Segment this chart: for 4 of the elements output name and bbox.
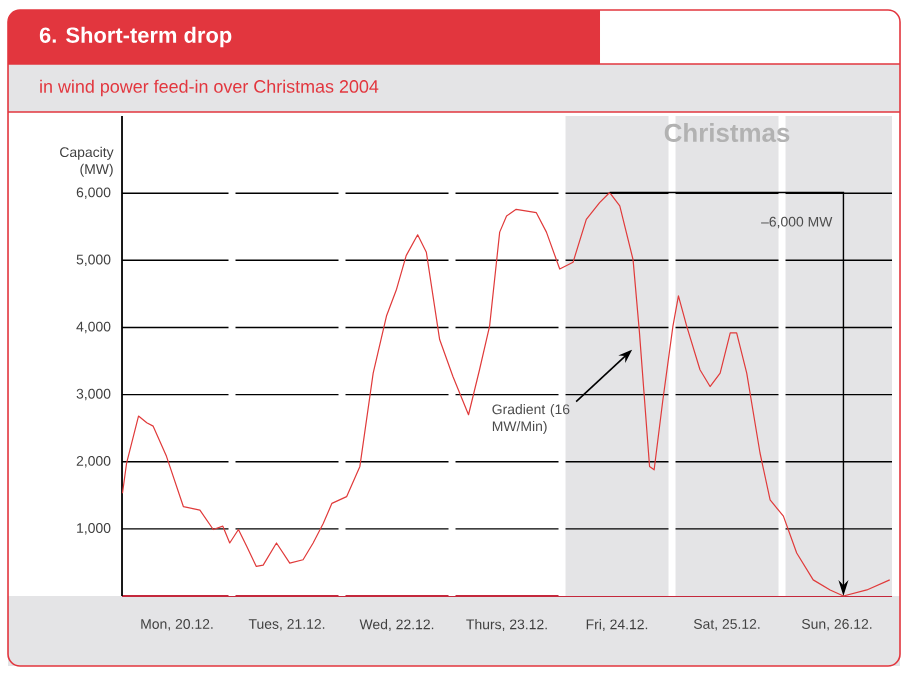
chart-title: 6. Short-term drop [39,26,232,48]
line-series [121,191,891,597]
band-label: Christmas [664,123,790,143]
chart-subtitle: in wind power feed-in over Christmas 2004 [40,79,379,97]
